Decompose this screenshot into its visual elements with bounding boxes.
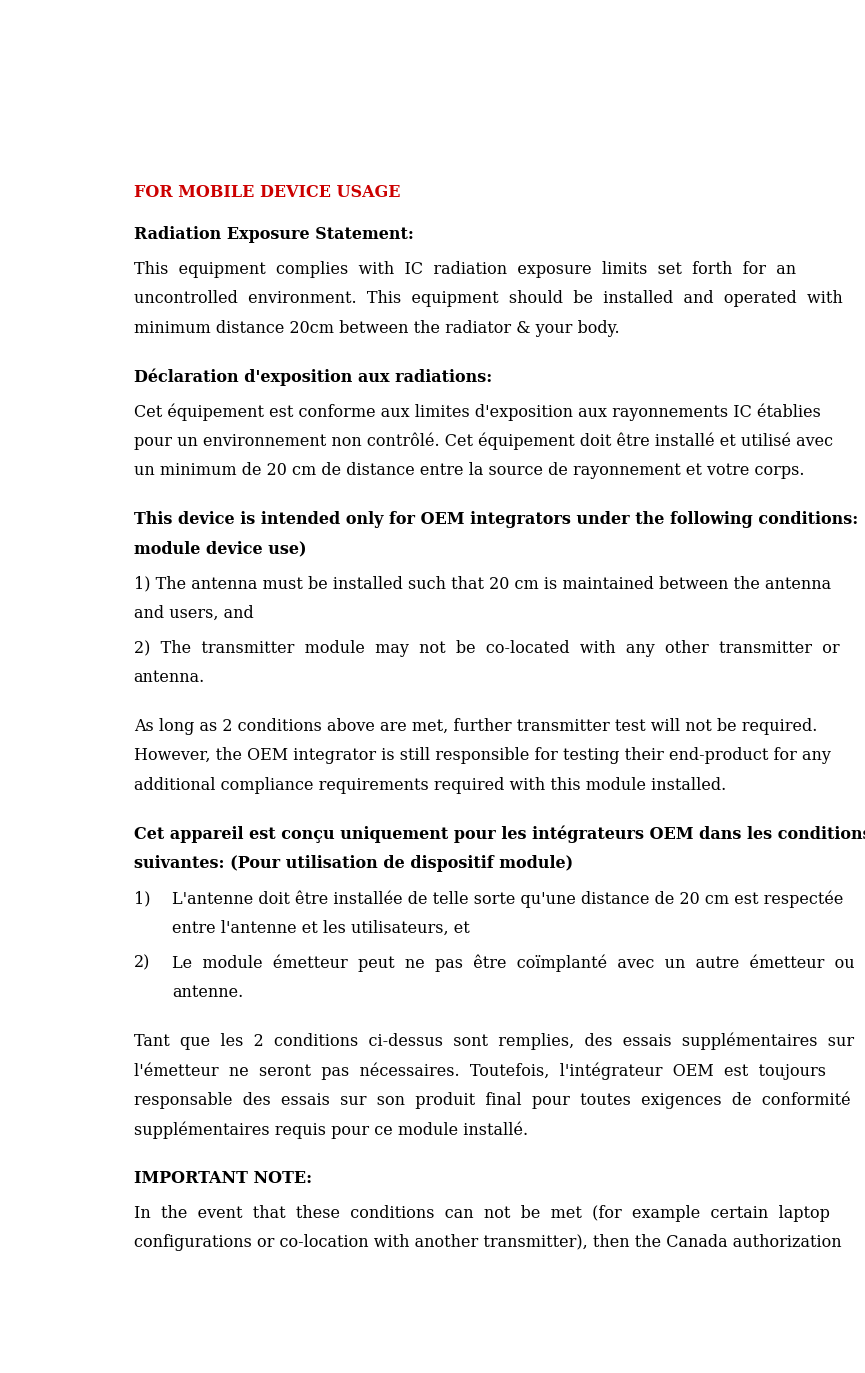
- Text: and users, and: and users, and: [133, 605, 253, 622]
- Text: additional compliance requirements required with this module installed.: additional compliance requirements requi…: [133, 777, 726, 794]
- Text: minimum distance 20cm between the radiator & your body.: minimum distance 20cm between the radiat…: [133, 320, 619, 336]
- Text: IMPORTANT NOTE:: IMPORTANT NOTE:: [133, 1170, 311, 1186]
- Text: entre l'antenne et les utilisateurs, et: entre l'antenne et les utilisateurs, et: [172, 920, 471, 936]
- Text: This  equipment  complies  with  IC  radiation  exposure  limits  set  forth  fo: This equipment complies with IC radiatio…: [133, 261, 796, 277]
- Text: supplémentaires requis pour ce module installé.: supplémentaires requis pour ce module in…: [133, 1122, 528, 1138]
- Text: Le  module  émetteur  peut  ne  pas  être  coïmplanté  avec  un  autre  émetteur: Le module émetteur peut ne pas être coïm…: [172, 954, 855, 972]
- Text: 1) The antenna must be installed such that 20 cm is maintained between the anten: 1) The antenna must be installed such th…: [133, 575, 830, 592]
- Text: As long as 2 conditions above are met, further transmitter test will not be requ: As long as 2 conditions above are met, f…: [133, 718, 817, 735]
- Text: suivantes: (Pour utilisation de dispositif module): suivantes: (Pour utilisation de disposit…: [133, 855, 573, 872]
- Text: This device is intended only for OEM integrators under the following conditions:: This device is intended only for OEM int…: [133, 511, 865, 529]
- Text: pour un environnement non contrôlé. Cet équipement doit être installé et utilisé: pour un environnement non contrôlé. Cet …: [133, 432, 833, 450]
- Text: Tant  que  les  2  conditions  ci-dessus  sont  remplies,  des  essais  suppléme: Tant que les 2 conditions ci-dessus sont…: [133, 1032, 854, 1050]
- Text: Radiation Exposure Statement:: Radiation Exposure Statement:: [133, 227, 413, 243]
- Text: Cet équipement est conforme aux limites d'exposition aux rayonnements IC établie: Cet équipement est conforme aux limites …: [133, 404, 821, 422]
- Text: Cet appareil est conçu uniquement pour les intégrateurs OEM dans les conditions: Cet appareil est conçu uniquement pour l…: [133, 825, 865, 843]
- Text: responsable  des  essais  sur  son  produit  final  pour  toutes  exigences  de : responsable des essais sur son produit f…: [133, 1092, 850, 1109]
- Text: configurations or co-location with another transmitter), then the Canada authori: configurations or co-location with anoth…: [133, 1234, 842, 1251]
- Text: Déclaration d'exposition aux radiations:: Déclaration d'exposition aux radiations:: [133, 368, 492, 386]
- Text: 2)  The  transmitter  module  may  not  be  co-located  with  any  other  transm: 2) The transmitter module may not be co-…: [133, 640, 839, 656]
- Text: 1): 1): [133, 890, 151, 908]
- Text: 2): 2): [133, 954, 150, 971]
- Text: However, the OEM integrator is still responsible for testing their end-product f: However, the OEM integrator is still res…: [133, 747, 830, 765]
- Text: antenna.: antenna.: [133, 670, 205, 686]
- Text: L'antenne doit être installée de telle sorte qu'une distance de 20 cm est respec: L'antenne doit être installée de telle s…: [172, 890, 844, 908]
- Text: In  the  event  that  these  conditions  can  not  be  met  (for  example  certa: In the event that these conditions can n…: [133, 1204, 830, 1222]
- Text: un minimum de 20 cm de distance entre la source de rayonnement et votre corps.: un minimum de 20 cm de distance entre la…: [133, 463, 804, 479]
- Text: FOR MOBILE DEVICE USAGE: FOR MOBILE DEVICE USAGE: [133, 184, 400, 200]
- Text: l'émetteur  ne  seront  pas  nécessaires.  Toutefois,  l'intégrateur  OEM  est  : l'émetteur ne seront pas nécessaires. To…: [133, 1063, 825, 1079]
- Text: antenne.: antenne.: [172, 984, 244, 1001]
- Text: module device use): module device use): [133, 541, 306, 557]
- Text: uncontrolled  environment.  This  equipment  should  be  installed  and  operate: uncontrolled environment. This equipment…: [133, 291, 843, 308]
